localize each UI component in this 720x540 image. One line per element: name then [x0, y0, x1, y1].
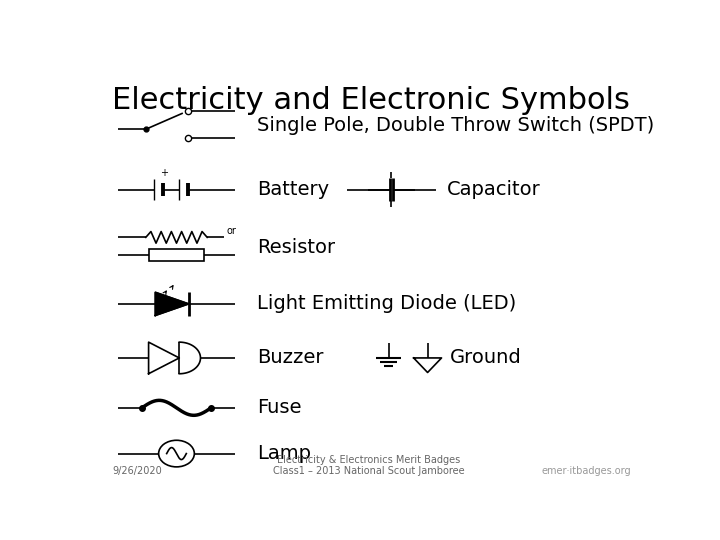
Text: 9/26/2020: 9/26/2020: [112, 467, 162, 476]
Polygon shape: [156, 292, 189, 315]
Text: Capacitor: Capacitor: [447, 180, 541, 199]
Text: Battery: Battery: [258, 180, 330, 199]
Bar: [148, 249, 204, 261]
Text: Light Emitting Diode (LED): Light Emitting Diode (LED): [258, 294, 517, 313]
Text: Buzzer: Buzzer: [258, 348, 324, 367]
Text: Electricity & Electronics Merit Badges
Class1 – 2013 National Scout Jamboree: Electricity & Electronics Merit Badges C…: [273, 455, 465, 476]
Text: Fuse: Fuse: [258, 399, 302, 417]
Text: Lamp: Lamp: [258, 444, 311, 463]
Text: +: +: [161, 168, 168, 178]
Text: emer·itbadges.org: emer·itbadges.org: [541, 467, 631, 476]
Text: Single Pole, Double Throw Switch (SPDT): Single Pole, Double Throw Switch (SPDT): [258, 116, 654, 134]
Text: Electricity and Electronic Symbols: Electricity and Electronic Symbols: [112, 85, 630, 114]
Text: Ground: Ground: [450, 348, 522, 367]
Text: or: or: [227, 226, 237, 235]
Text: Resistor: Resistor: [258, 238, 336, 257]
